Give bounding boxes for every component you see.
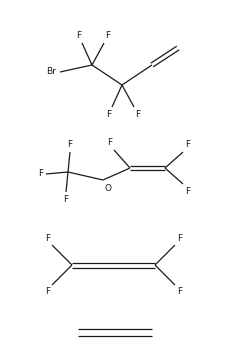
Text: F: F bbox=[176, 234, 181, 243]
Text: F: F bbox=[45, 287, 50, 296]
Text: F: F bbox=[105, 31, 110, 40]
Text: F: F bbox=[67, 140, 72, 149]
Text: F: F bbox=[63, 195, 68, 204]
Text: F: F bbox=[105, 110, 111, 119]
Text: O: O bbox=[105, 184, 112, 193]
Text: F: F bbox=[184, 140, 189, 149]
Text: F: F bbox=[106, 138, 112, 147]
Text: F: F bbox=[38, 170, 43, 178]
Text: F: F bbox=[134, 110, 139, 119]
Text: F: F bbox=[184, 187, 189, 196]
Text: F: F bbox=[45, 234, 50, 243]
Text: F: F bbox=[176, 287, 181, 296]
Text: Br: Br bbox=[46, 68, 56, 77]
Text: F: F bbox=[76, 31, 81, 40]
